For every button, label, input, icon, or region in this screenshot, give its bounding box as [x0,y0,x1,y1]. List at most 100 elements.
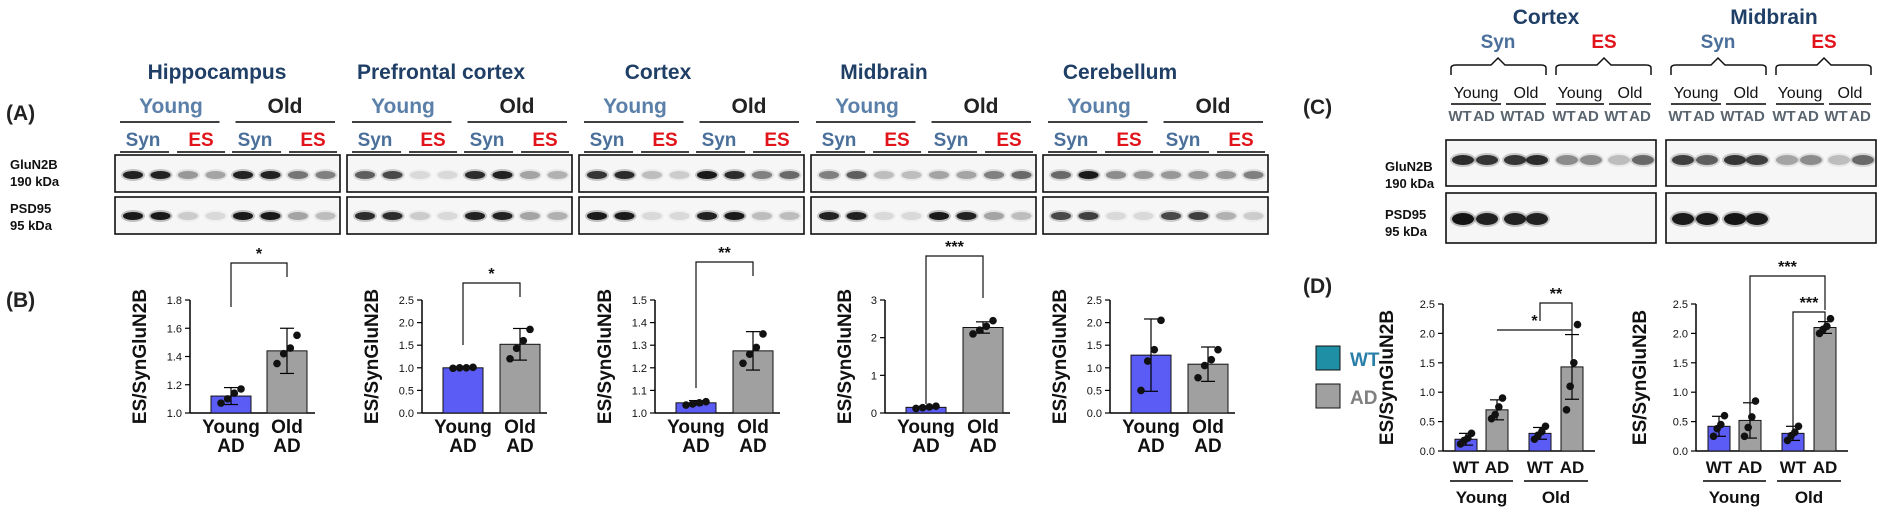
blot-band [1798,153,1824,167]
data-point [682,401,690,409]
blot-band [669,212,690,220]
x-tick-label: Old [1192,417,1224,438]
data-point [1495,403,1503,411]
data-point [462,364,471,372]
blot-band [1133,212,1154,220]
region-title: Midbrain [1730,6,1818,29]
data-point [1467,429,1476,438]
blot-band [982,210,1006,222]
ad-lane-label: AD [1577,108,1599,125]
blot-band [1159,210,1183,222]
wt-lane-label: WT [1604,108,1627,125]
old-label: Old [500,95,535,118]
young-label: Young [1454,85,1499,102]
data-point [969,330,977,338]
blot-band [874,212,894,220]
significance-bracket [230,262,288,307]
y-axis-label: ES/SynGluN2B [1630,310,1651,445]
young-label: Young [371,95,435,118]
blot-band [176,169,200,181]
x-tick-label: AD [273,436,300,457]
es-label: ES [188,130,213,151]
old-label: Old [1734,85,1759,102]
blot-band [1554,153,1580,167]
blot-band [121,169,145,181]
panel-label-b: (B) [6,289,35,312]
blot-band [1606,153,1632,167]
es-brace [1555,56,1652,75]
syn-label: Syn [1054,130,1089,151]
blot-band [490,210,515,222]
blot-band [148,169,173,181]
syn-label: Syn [238,130,273,151]
blot-band [1744,211,1770,227]
ad-lane-label: AD [1849,108,1871,125]
data-point [449,364,457,373]
blot-band [1670,211,1696,227]
syn-label: Syn [126,130,161,151]
blot-band [1131,169,1156,181]
ad-lane-label: AD [1797,108,1819,125]
data-point [989,316,997,325]
x-tick-label: Young [667,417,725,438]
y-tick-label: 2.5 [399,295,414,307]
y-tick-label: 0.5 [1087,385,1102,397]
blot-band [1009,169,1034,181]
blot-band [1474,153,1500,167]
syn-label: Syn [1166,130,1201,151]
wt-lane-label: WT [1552,108,1575,125]
data-point [1720,411,1729,420]
blot-band [1076,210,1101,222]
old-label: Old [1618,85,1643,102]
x-tick-label: Old [967,417,999,438]
blot-band [205,212,226,220]
blot-band [954,210,979,222]
es-label: ES [1228,130,1253,151]
glun2b-blot [1042,154,1269,193]
old-label: Old [732,95,767,118]
data-point [1826,314,1835,323]
data-point [912,404,920,413]
significance-bracket [925,255,984,404]
data-point [506,354,514,363]
data-point [745,350,754,359]
y-tick-label: 0.0 [399,408,414,420]
wt-lane-label: WT [1500,108,1523,125]
data-point [918,403,927,412]
y-tick-label: 1.5 [632,295,647,307]
y-tick-label: 0 [871,408,877,420]
psd95-kda-label: 95 kDa [10,218,53,233]
x-tick-label: AD [1485,458,1510,477]
significance-label: * [1531,313,1538,330]
data-point [982,322,991,331]
blot-band [1474,211,1500,227]
data-point [752,343,761,352]
y-axis-label: ES/SynGluN2B [362,289,383,424]
syn-label: Syn [934,130,969,151]
significance-label: ** [718,245,731,262]
chart-b-2: ES/SynGluN2B 0.00.51.01.52.02.5YoungADOld… [362,266,547,457]
y-tick-label: 1.0 [167,408,182,420]
blot-band [1774,153,1800,167]
blot-band [463,169,487,181]
data-point [695,399,704,407]
legend-ad-label: AD [1350,388,1377,409]
significance-label: *** [1800,295,1819,312]
legend-ad-swatch [1315,383,1341,409]
blot-band [1502,211,1528,227]
panel-a-region-prefrontal-cortex: Prefrontal cortex Young Old Syn ES Syn ES [352,61,569,153]
y-tick-label: 0.5 [1673,417,1688,429]
data-point [1744,423,1752,432]
data-point [1570,359,1578,367]
y-tick-label: 2 [871,333,877,345]
y-tick-label: 1.0 [632,408,647,420]
blot-band [1524,211,1550,227]
ad-lane-label: AD [1523,108,1545,125]
x-tick-label: Old [737,417,769,438]
c-glun2b-label: GluN2B [1385,159,1433,174]
ad-lane-label: AD [1743,108,1765,125]
data-point [217,399,225,407]
significance-label: *** [945,239,964,256]
blot-band [872,169,896,181]
